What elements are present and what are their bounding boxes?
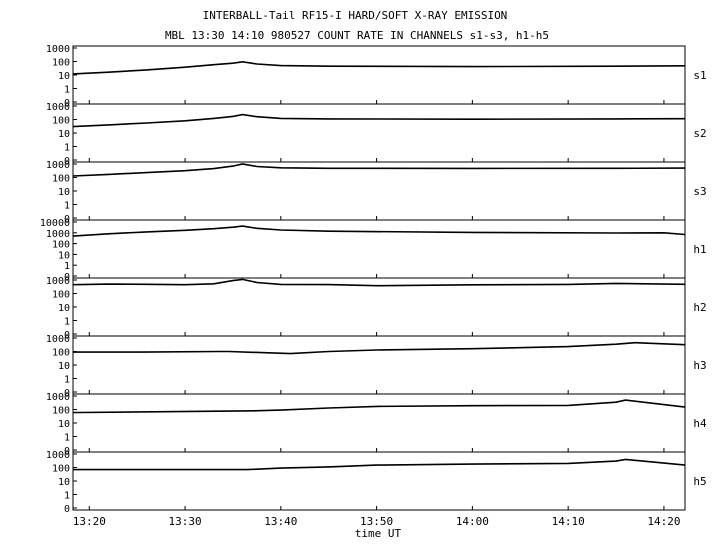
y-tick-label: 100 xyxy=(52,116,70,127)
panel-label-s2: s2 xyxy=(693,127,706,140)
y-tick-label: 1000 xyxy=(46,160,70,171)
y-tick-label: 1 xyxy=(64,143,70,154)
panel-frame xyxy=(72,219,686,279)
y-tick-label: 1000 xyxy=(46,450,70,461)
y-tick-label: 0 xyxy=(64,214,70,225)
series-line-h2 xyxy=(72,278,686,287)
x-tick-label: 13:40 xyxy=(264,515,297,528)
y-tick-label: 10 xyxy=(58,361,70,372)
series-line-s1 xyxy=(72,60,686,75)
y-tick-label: 1 xyxy=(64,85,70,96)
chart-title: INTERBALL-Tail RF15-I HARD/SOFT X-RAY EM… xyxy=(203,9,508,22)
y-tick-label: 1000 xyxy=(46,334,70,345)
x-axis-label: time UT xyxy=(355,527,402,540)
x-tick-label: 13:50 xyxy=(360,515,393,528)
y-tick-label: 100 xyxy=(52,58,70,69)
y-tick-label: 10 xyxy=(58,477,70,488)
y-tick-label: 1000 xyxy=(46,44,70,55)
y-tick-label: 100 xyxy=(52,174,70,185)
series-line-h1 xyxy=(72,225,686,237)
panel-label-h2: h2 xyxy=(693,301,706,314)
y-tick-label: 1 xyxy=(64,375,70,386)
y-tick-label: 0 xyxy=(64,504,70,515)
y-tick-label: 0 xyxy=(64,98,70,109)
x-tick-label: 13:20 xyxy=(73,515,106,528)
x-tick-label: 14:10 xyxy=(552,515,585,528)
panel-frame xyxy=(72,393,686,453)
y-tick-label: 0 xyxy=(64,446,70,457)
y-tick-label: 0 xyxy=(64,272,70,283)
panel-frame xyxy=(72,277,686,337)
panel-label-s1: s1 xyxy=(693,69,706,82)
y-tick-label: 1000 xyxy=(46,276,70,287)
y-tick-label: 10 xyxy=(58,419,70,430)
y-tick-label: 10 xyxy=(58,71,70,82)
y-tick-label: 1000 xyxy=(46,392,70,403)
y-tick-label: 1000 xyxy=(46,102,70,113)
panel-label-h5: h5 xyxy=(693,475,706,488)
y-tick-label: 1 xyxy=(64,433,70,444)
panel-frame xyxy=(72,161,686,221)
series-line-h5 xyxy=(73,458,686,471)
y-tick-label: 0 xyxy=(64,156,70,167)
panel-label-h4: h4 xyxy=(693,417,707,430)
series-line-h4 xyxy=(73,399,686,414)
y-tick-label: 1000 xyxy=(46,229,70,240)
y-tick-label: 100 xyxy=(52,464,70,475)
y-tick-label: 10 xyxy=(58,129,70,140)
panel-label-s3: s3 xyxy=(693,185,706,198)
chart-subtitle: MBL 13:30 14:10 980527 COUNT RATE IN CHA… xyxy=(165,29,549,42)
plot-area: 10001001010s110001001010s210001001010s31… xyxy=(40,44,707,528)
y-tick-label: 10 xyxy=(58,303,70,314)
series-line-s3 xyxy=(72,163,686,177)
x-tick-label: 13:30 xyxy=(168,515,201,528)
y-tick-label: 100 xyxy=(52,406,70,417)
y-tick-label: 0 xyxy=(64,330,70,341)
y-tick-label: 100 xyxy=(52,240,70,251)
panel-frame xyxy=(72,451,686,511)
panel-label-h3: h3 xyxy=(693,359,706,372)
y-tick-label: 0 xyxy=(64,388,70,399)
panel-label-h1: h1 xyxy=(693,243,706,256)
y-tick-label: 1 xyxy=(64,317,70,328)
y-tick-label: 10000 xyxy=(40,218,70,229)
y-tick-label: 1 xyxy=(64,201,70,212)
y-tick-label: 100 xyxy=(52,290,70,301)
x-tick-label: 14:00 xyxy=(456,515,489,528)
y-tick-label: 10 xyxy=(58,187,70,198)
y-tick-label: 1 xyxy=(64,261,70,272)
y-tick-label: 10 xyxy=(58,250,70,261)
series-line-s2 xyxy=(72,113,686,128)
y-tick-label: 1 xyxy=(64,491,70,502)
x-tick-label: 14:20 xyxy=(647,515,680,528)
y-tick-label: 100 xyxy=(52,348,70,359)
series-line-h3 xyxy=(73,341,686,355)
panel-frame xyxy=(72,103,686,163)
panel-frame xyxy=(72,45,686,105)
